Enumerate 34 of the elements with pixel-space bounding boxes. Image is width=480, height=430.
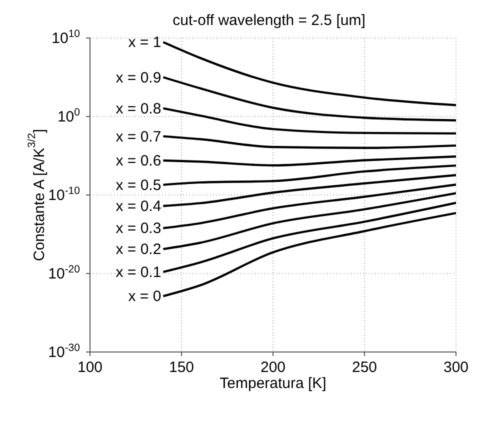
line-series (162, 184, 456, 230)
y-tick-label: 10$^{10}$ (52, 28, 80, 47)
series-label: x = 0.7 (116, 128, 162, 146)
y-tick-label: 10$^{0}$ (57, 106, 80, 126)
line-series (162, 135, 456, 149)
x-tick-label: 300 (443, 359, 469, 376)
line-series (162, 202, 456, 273)
line-series (162, 41, 456, 106)
x-tick-label: 100 (77, 359, 103, 376)
series-label: x = 0 (128, 288, 162, 306)
y-tick-label: 10$^{-10}$ (48, 185, 80, 204)
series-label: x = 0.2 (116, 241, 162, 258)
x-tick-label: 200 (260, 359, 286, 376)
series-label: x = 0.9 (116, 69, 162, 86)
y-tick-label: 10$^{-30}$ (48, 342, 80, 361)
series-label: x = 0.4 (116, 198, 162, 215)
series-label: x = 0.8 (116, 100, 162, 118)
x-tick-label: 250 (352, 359, 378, 376)
x-tick-label: 150 (168, 359, 194, 376)
series-label: x = 0.3 (116, 220, 162, 238)
line-series (162, 155, 456, 166)
series-label: x = 1 (128, 34, 162, 52)
line-series (162, 174, 456, 208)
series-label: x = 0.6 (116, 152, 162, 170)
series-label: x = 0.1 (116, 264, 162, 281)
line-series (162, 76, 456, 122)
line-series (162, 192, 456, 250)
line-series (162, 107, 456, 135)
x-axis-title: Temperatura [K] (220, 375, 326, 392)
y-tick-label: 10$^{-20}$ (48, 264, 80, 282)
line-series (162, 164, 456, 186)
series-label: x = 0.5 (116, 176, 162, 194)
chart-title: cut-off wavelength = 2.5 [um] (172, 12, 366, 29)
line-series (162, 212, 456, 298)
